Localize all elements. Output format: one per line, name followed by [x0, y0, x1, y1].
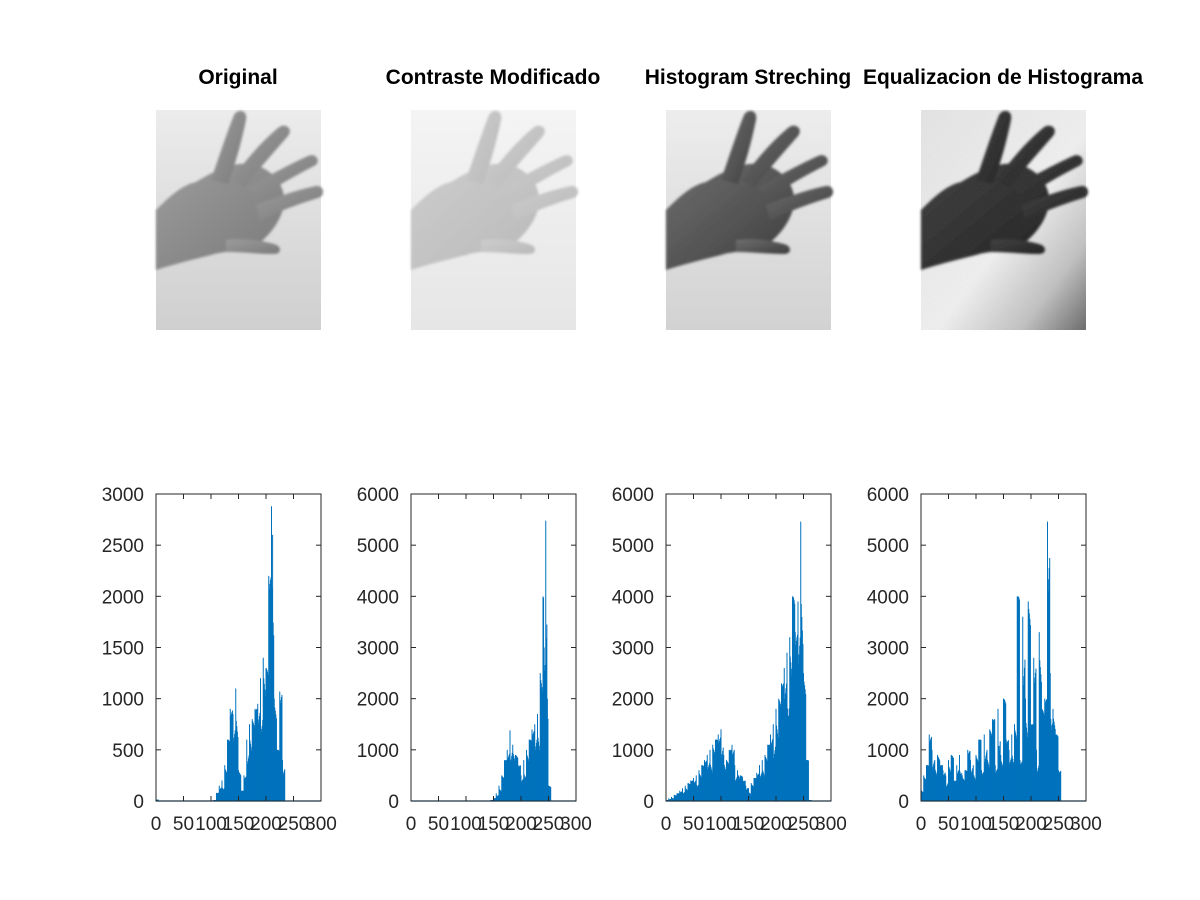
y-tick-label: 0 [388, 792, 399, 813]
x-tick-label: 50 [683, 814, 704, 835]
axes-box [155, 493, 322, 802]
y-tick-label: 4000 [357, 587, 399, 608]
x-tick-label: 100 [450, 814, 482, 835]
x-tick-label: 150 [223, 814, 255, 835]
x-tick-label: 150 [478, 814, 510, 835]
y-tick-label: 3000 [102, 485, 144, 506]
x-tick-label: 300 [815, 814, 847, 835]
y-tick-label: 1000 [357, 741, 399, 762]
x-tick-label: 100 [705, 814, 737, 835]
x-tick-label: 250 [533, 814, 565, 835]
image-panel-original [156, 110, 324, 330]
y-tick-label: 1500 [102, 639, 144, 660]
x-tick-label: 200 [505, 814, 537, 835]
finger-2 [758, 155, 828, 200]
finger-3 [766, 185, 834, 220]
x-tick-label: 250 [1043, 814, 1075, 835]
x-tick-label: 0 [151, 814, 162, 835]
finger-1 [741, 125, 800, 188]
x-tick-label: 100 [195, 814, 227, 835]
x-tick-label: 0 [661, 814, 672, 835]
histogram-bars [920, 521, 1062, 801]
y-tick-label: 0 [643, 792, 654, 813]
histogram-chart-1: 0 1000 2000 3000 4000 5000 6000 0 50 100150200250… [357, 485, 592, 835]
y-tick-label: 2500 [102, 536, 144, 557]
finger-0 [466, 110, 502, 184]
y-tick-label: 2000 [612, 690, 654, 711]
histogram-bars [665, 521, 812, 801]
y-tick-label: 5000 [867, 536, 909, 557]
y-tick-label: 4000 [612, 587, 654, 608]
image-title-contrast: Contraste Modificado [386, 66, 601, 89]
hand-image [411, 110, 579, 270]
equalization-noise [921, 110, 1086, 330]
image-panel-equalized [921, 110, 1089, 330]
x-tick-label: 50 [428, 814, 449, 835]
y-tick-label: 2000 [102, 587, 144, 608]
x-tick-label: 50 [938, 814, 959, 835]
x-tick-label: 150 [733, 814, 765, 835]
histogram-bars [155, 506, 286, 801]
y-tick-label: 3000 [357, 639, 399, 660]
histogram-bars [410, 520, 552, 801]
y-tick-label: 2000 [867, 690, 909, 711]
finger-4 [226, 239, 280, 254]
x-tick-label: 250 [788, 814, 820, 835]
y-tick-label: 5000 [357, 536, 399, 557]
y-tick-label: 3000 [612, 639, 654, 660]
finger-2 [503, 155, 573, 200]
x-tick-label: 0 [406, 814, 417, 835]
image-panel-stretch [666, 110, 834, 330]
finger-3 [511, 185, 579, 220]
y-tick-label: 6000 [612, 485, 654, 506]
y-tick-label: 6000 [867, 485, 909, 506]
finger-1 [231, 125, 290, 188]
image-title-stretch: Histogram Streching [645, 66, 852, 89]
hand-image [666, 110, 834, 270]
finger-0 [721, 110, 757, 184]
x-tick-label: 250 [278, 814, 310, 835]
finger-1 [486, 125, 545, 188]
x-tick-label: 150 [988, 814, 1020, 835]
x-tick-label: 200 [250, 814, 282, 835]
image-panel-contrast [411, 110, 579, 330]
y-tick-label: 3000 [867, 639, 909, 660]
y-tick-label: 2000 [357, 690, 399, 711]
y-tick-label: 6000 [357, 485, 399, 506]
y-tick-label: 5000 [612, 536, 654, 557]
y-tick-label: 4000 [867, 587, 909, 608]
y-tick-label: 0 [898, 792, 909, 813]
x-tick-label: 0 [916, 814, 927, 835]
y-tick-label: 500 [112, 741, 144, 762]
finger-4 [736, 239, 790, 254]
x-tick-label: 50 [173, 814, 194, 835]
y-tick-label: 1000 [102, 690, 144, 711]
y-tick-label: 0 [133, 792, 144, 813]
finger-4 [481, 239, 535, 254]
finger-3 [256, 185, 324, 220]
x-tick-label: 200 [760, 814, 792, 835]
x-tick-label: 300 [1070, 814, 1102, 835]
finger-2 [248, 155, 318, 200]
x-tick-label: 300 [560, 814, 592, 835]
image-title-equalized: Equalizacion de Histograma [863, 66, 1143, 89]
axes-box [410, 493, 577, 802]
y-tick-label: 1000 [867, 741, 909, 762]
histogram-chart-3: 0 1000 2000 3000 4000 5000 6000 0 50 100150200250… [867, 485, 1102, 835]
image-title-original: Original [198, 66, 277, 89]
finger-0 [211, 110, 247, 184]
x-tick-label: 200 [1015, 814, 1047, 835]
histogram-chart-0: 0 500 1000 1500 2000 2500 3000 0 50 1001502002503… [102, 485, 337, 835]
hand-image [156, 110, 324, 270]
x-tick-label: 300 [305, 814, 337, 835]
x-tick-label: 100 [960, 814, 992, 835]
y-tick-label: 1000 [612, 741, 654, 762]
histogram-chart-2: 0 1000 2000 3000 4000 5000 6000 0 50 100150200250… [612, 485, 847, 835]
axes-box [665, 493, 832, 802]
